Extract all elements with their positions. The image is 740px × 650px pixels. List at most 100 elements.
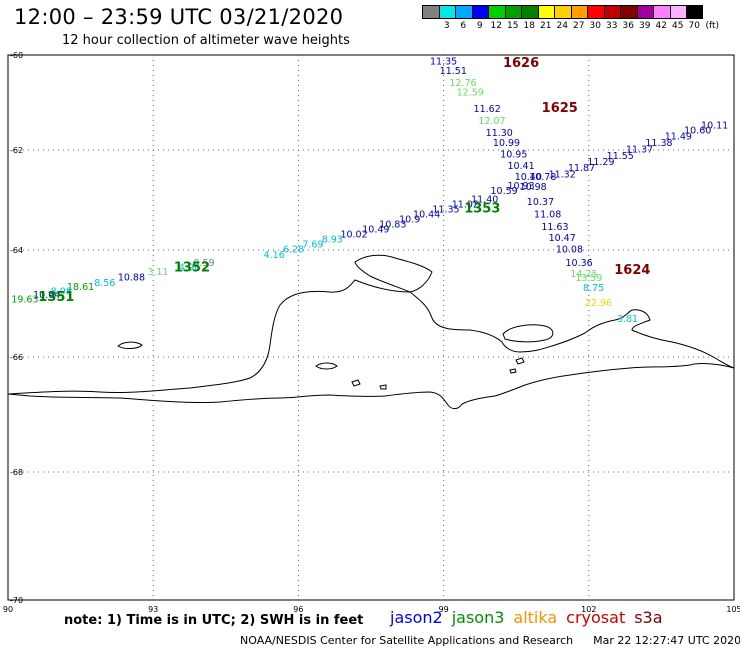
swh-value-label: 11.02	[452, 200, 479, 211]
legend-label: 70	[688, 21, 700, 31]
legend-label: 21	[540, 21, 552, 31]
legend-label: 36	[622, 21, 634, 31]
antarctic-coastline	[7, 254, 735, 410]
swh-value-label: 3.81	[617, 314, 638, 325]
pass-time-label: 1352	[174, 260, 210, 275]
x-tick-label: 90	[3, 605, 13, 614]
swh-value-label: 10.99	[493, 138, 520, 149]
y-tick-label: -60	[10, 51, 23, 60]
swh-value-label: 11.32	[549, 170, 576, 181]
legend-swatch	[554, 5, 571, 19]
swh-value-label: 0.59	[193, 258, 214, 269]
coastline-islet-1	[315, 362, 338, 370]
map-frame	[7, 54, 735, 601]
swh-value-label: 11.62	[474, 104, 501, 115]
legend-swatch	[669, 5, 686, 19]
coastline-islet-3	[515, 357, 525, 365]
swh-value-label: 10.88	[118, 272, 145, 283]
swh-value-label: 11.29	[587, 157, 614, 168]
credit-line: NOAA/NESDIS Center for Satellite Applica…	[240, 634, 740, 647]
pass-time-label: 1624	[614, 263, 650, 278]
swh-value-label: 11.40	[471, 195, 498, 206]
y-tick-label: -64	[10, 246, 23, 255]
swh-observations: 11.3511.5112.7612.5911.6212.0711.3010.99…	[11, 57, 728, 326]
pass-time-label: 1626	[503, 56, 539, 71]
swh-value-label: 10.02	[340, 230, 367, 241]
swh-value-label: 10.64	[33, 290, 60, 301]
y-tick-label: -68	[10, 468, 23, 477]
swh-value-label: 11.30	[486, 128, 513, 139]
swh-value-label: 14.25	[570, 269, 597, 280]
satellite-key-s3a: s3a	[634, 608, 663, 627]
x-tick-label: 96	[293, 605, 303, 614]
y-tick-label: -62	[10, 146, 23, 155]
legend-swatch	[438, 5, 455, 19]
swh-value-label: 12.76	[449, 78, 476, 89]
swh-value-label: 11.38	[645, 138, 672, 149]
pass-time-label: 1353	[464, 202, 500, 217]
swh-value-label: 10.47	[549, 233, 576, 244]
legend-label: 42	[655, 21, 667, 31]
axis-tick-labels: 90 93 96 99 102 105 -60 -62 -64 -66 -68 -70	[3, 51, 740, 614]
legend-swatch	[636, 5, 653, 19]
legend-label: 24	[556, 21, 568, 31]
legend-swatch	[455, 5, 472, 19]
swh-value-label: 11.37	[626, 145, 653, 156]
swh-value-label: 10.83	[379, 220, 406, 231]
swh-value-label: 18.61	[67, 282, 94, 293]
satellite-key-altika: altika	[513, 608, 558, 627]
swh-value-label: 4.96	[179, 262, 200, 273]
pass-time-labels: 1626 1625 1624 1353 1352 1351	[38, 56, 650, 305]
swh-value-label: 10.98	[520, 182, 547, 193]
wave-height-legend: 3 6 9 12 15 18 21 24 27 30 33 36 39 42 45 70 (ft)	[422, 5, 732, 33]
map-subtitle: 12 hour collection of altimeter wave hei…	[62, 33, 350, 48]
swh-value-label: 10.40	[515, 172, 542, 183]
swh-value-label: 8.98	[51, 286, 72, 297]
swh-value-label: 6.28	[283, 245, 304, 256]
swh-value-label: 8.93	[322, 235, 343, 246]
legend-label: 12	[490, 21, 502, 31]
coastline-islet-5	[379, 384, 387, 390]
swh-value-label: 10.60	[684, 125, 711, 136]
swh-value-label: 10.36	[566, 258, 593, 269]
x-tick-label: 99	[439, 605, 449, 614]
legend-swatch	[521, 5, 538, 19]
legend-label: 15	[507, 21, 519, 31]
legend-swatch	[504, 5, 521, 19]
satellite-key-jason3: jason3	[451, 608, 505, 627]
swh-value-label: 8.75	[583, 283, 604, 294]
x-tick-label: 102	[581, 605, 596, 614]
swh-value-label: 10.11	[701, 121, 728, 132]
swh-value-label: 11.63	[541, 222, 568, 233]
swh-value-label: 8.56	[94, 278, 115, 289]
legend-swatches	[422, 5, 703, 19]
legend-unit: (ft)	[705, 21, 720, 31]
legend-label: 3	[443, 21, 450, 31]
swh-value-label: 10.37	[527, 197, 554, 208]
swh-value-label: 11.08	[534, 210, 561, 221]
legend-swatch	[471, 5, 488, 19]
legend-swatch	[570, 5, 587, 19]
legend-swatch	[488, 5, 505, 19]
legend-swatch	[620, 5, 637, 19]
x-tick-label: 93	[148, 605, 158, 614]
coastline-shelf-island	[354, 254, 433, 293]
swh-value-label: 10.95	[500, 150, 527, 161]
legend-label: 6	[460, 21, 467, 31]
swh-value-label: 11.35	[430, 57, 457, 68]
swh-value-label: 3.11	[147, 267, 168, 278]
legend-swatch	[653, 5, 670, 19]
swh-value-label: 7.69	[302, 240, 323, 251]
y-tick-label: -66	[10, 353, 23, 362]
swh-value-label: 4.16	[264, 250, 285, 261]
footer-note: note: 1) Time is in UTC; 2) SWH is in fe…	[64, 613, 364, 628]
coastline-island-west	[117, 341, 143, 349]
coastline-island-east	[502, 324, 554, 343]
legend-swatch	[587, 5, 604, 19]
legend-label: 39	[639, 21, 651, 31]
credit-text: NOAA/NESDIS Center for Satellite Applica…	[240, 634, 574, 647]
x-tick-label: 105	[726, 605, 740, 614]
swh-value-label: 10.93	[507, 181, 534, 192]
swh-value-label: 22.96	[585, 298, 612, 309]
swh-value-label: 11.51	[440, 66, 467, 77]
